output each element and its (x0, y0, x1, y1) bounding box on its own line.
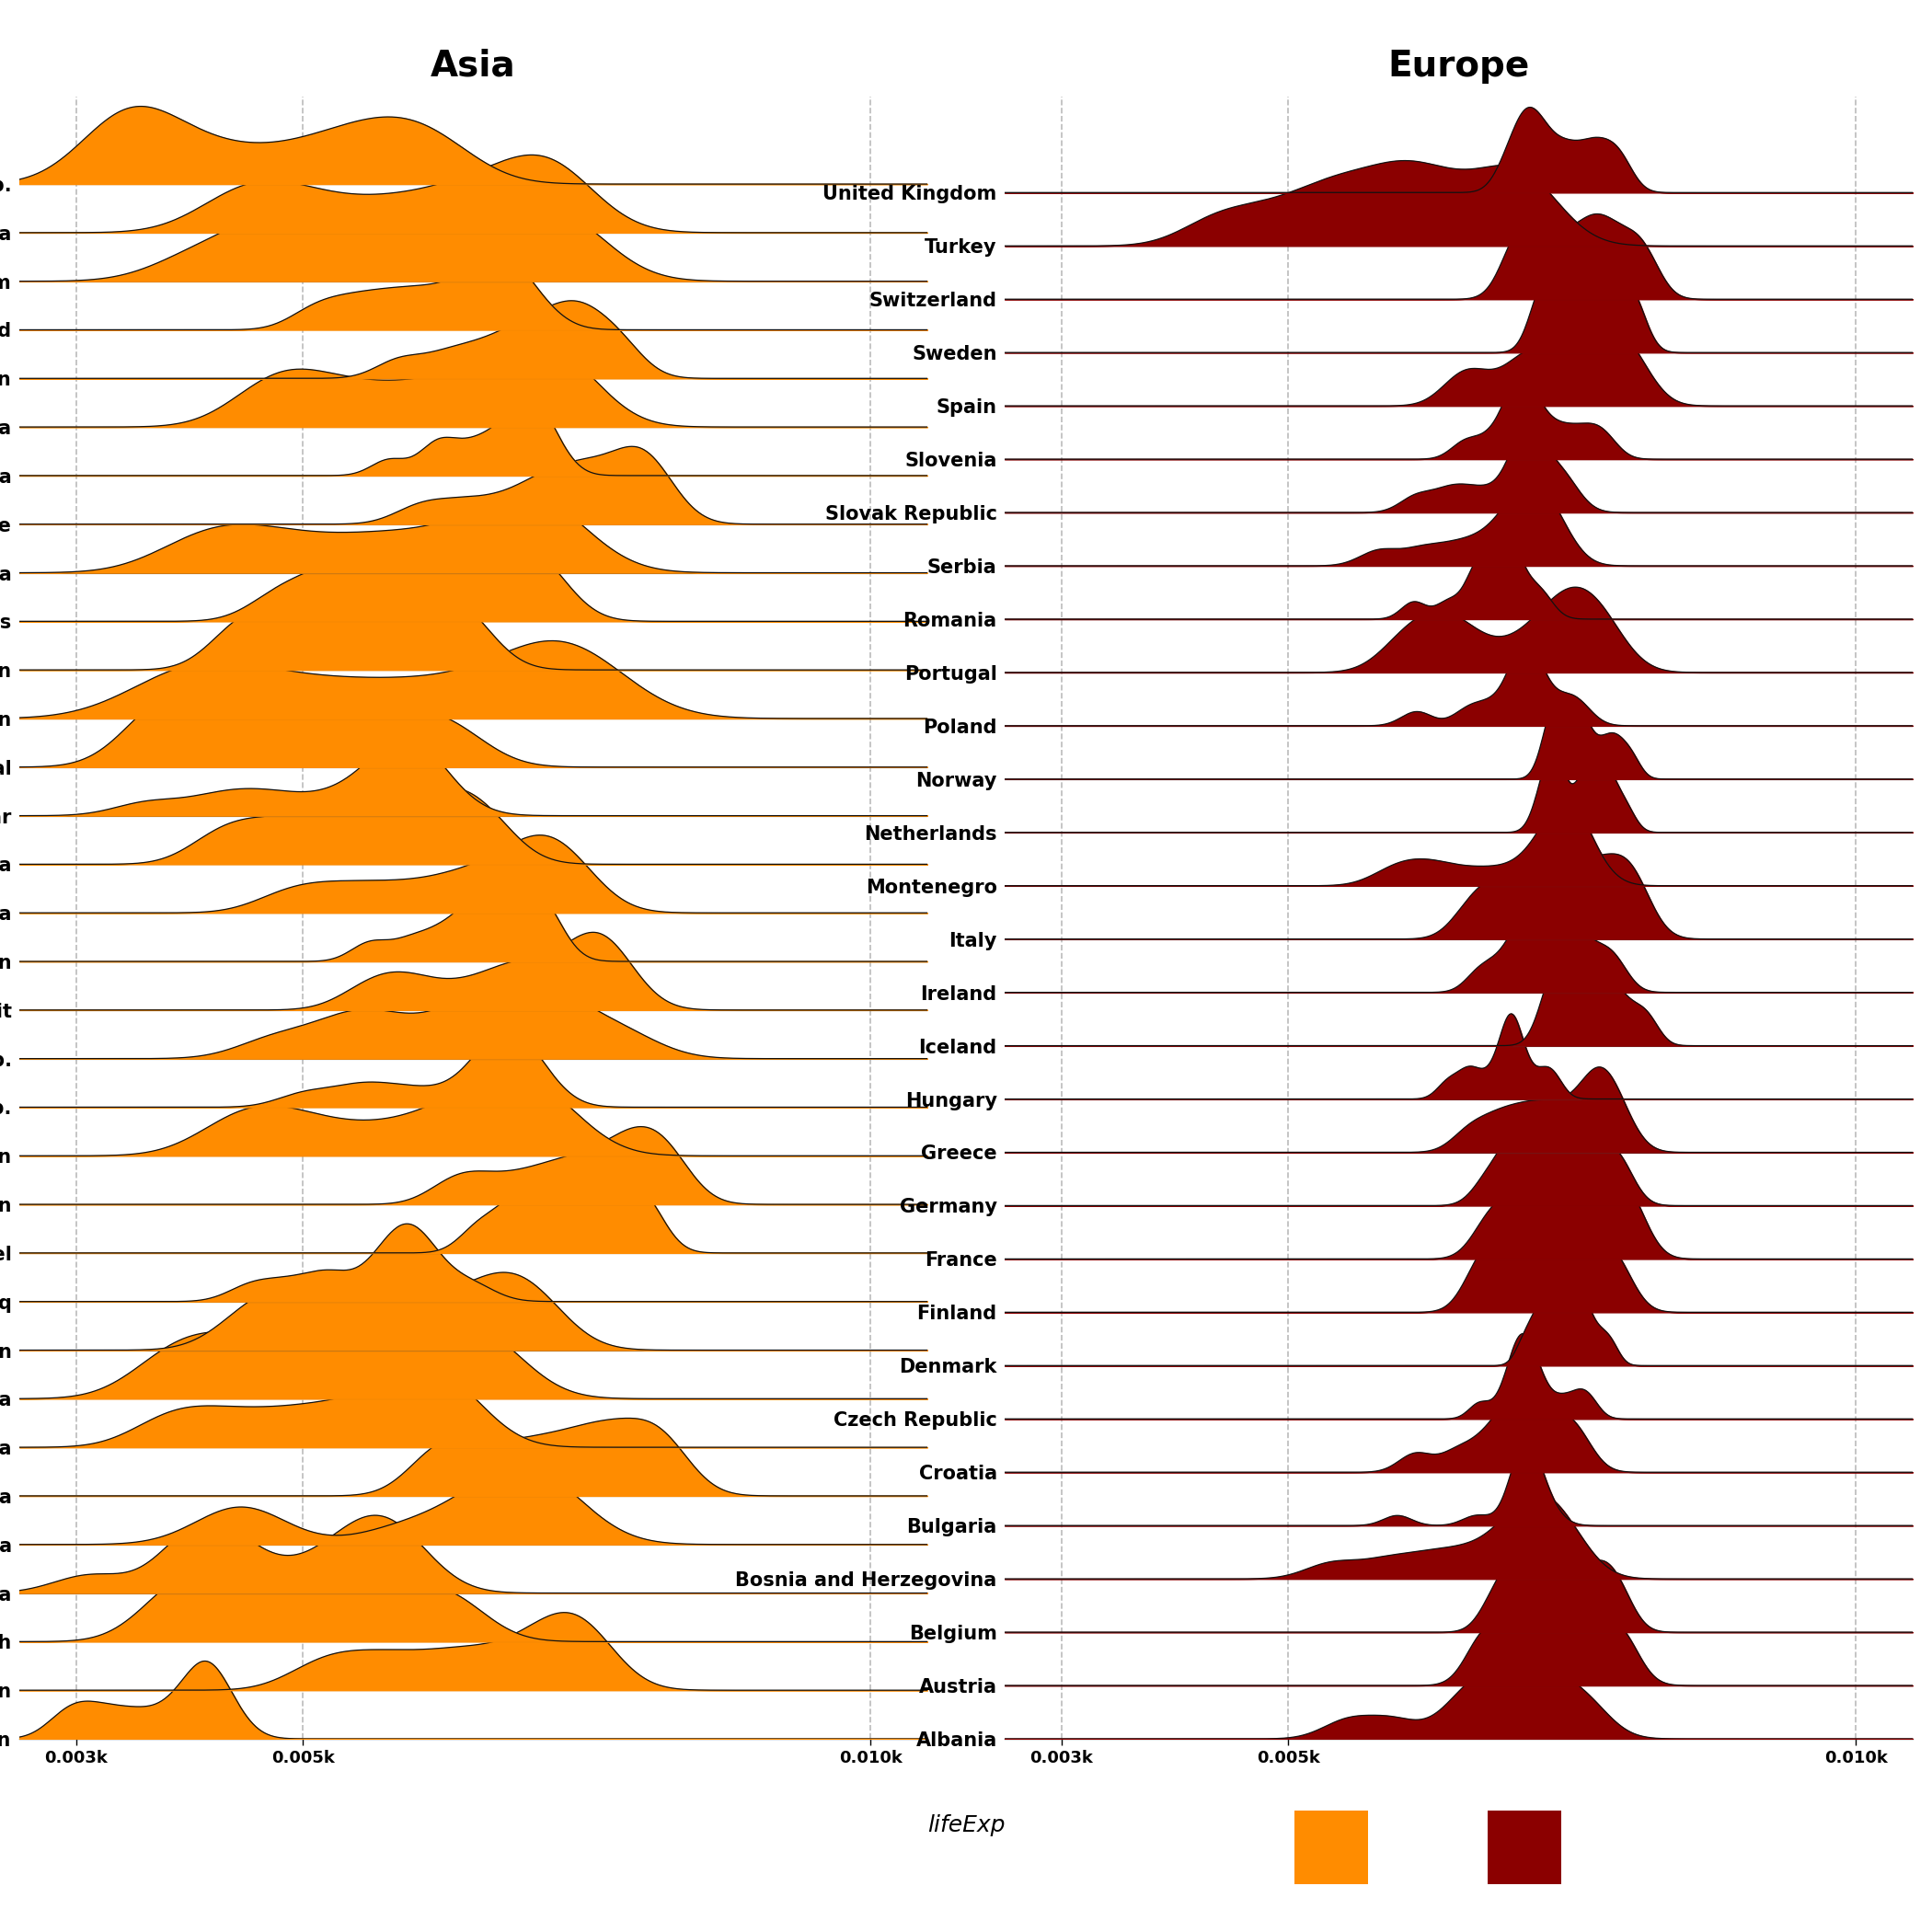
Title: Asia: Asia (431, 48, 516, 83)
Title: Europe: Europe (1387, 48, 1530, 83)
Text: lifeExp: lifeExp (927, 1814, 1005, 1837)
